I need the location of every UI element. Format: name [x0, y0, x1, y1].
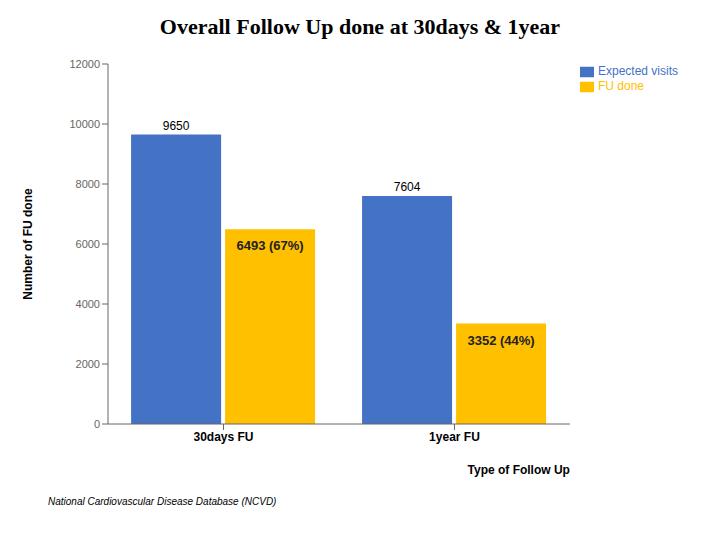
svg-text:1year FU: 1year FU — [429, 430, 480, 444]
html-text:Overall Follow Up done at 30da: Overall Follow Up done at 30days & 1year — [159, 14, 561, 39]
svg-text:9650: 9650 — [163, 119, 190, 133]
html-text:FU done: FU done — [598, 78, 644, 93]
svg-text:7604: 7604 — [394, 180, 421, 194]
svg-text:10000: 10000 — [69, 118, 100, 130]
html-text:National Cardiovascular Diseas: National Cardiovascular Disease Database… — [48, 496, 277, 507]
svg-text:Number of FU done: Number of FU done — [21, 188, 35, 300]
svg-text:2000: 2000 — [76, 358, 100, 370]
svg-text:0: 0 — [94, 418, 100, 430]
svg-text:30days FU: 30days FU — [193, 430, 253, 444]
svg-text:6000: 6000 — [76, 238, 100, 250]
svg-text:4000: 4000 — [76, 298, 100, 310]
svg-text:Type of Follow Up: Type of Follow Up — [468, 463, 570, 477]
svg-text:12000: 12000 — [69, 58, 100, 70]
svg-text:6493 (67%): 6493 (67%) — [236, 238, 303, 253]
svg-text:8000: 8000 — [76, 178, 100, 190]
html-text:Expected visits: Expected visits — [598, 64, 678, 78]
svg-text:3352 (44%): 3352 (44%) — [467, 333, 534, 348]
